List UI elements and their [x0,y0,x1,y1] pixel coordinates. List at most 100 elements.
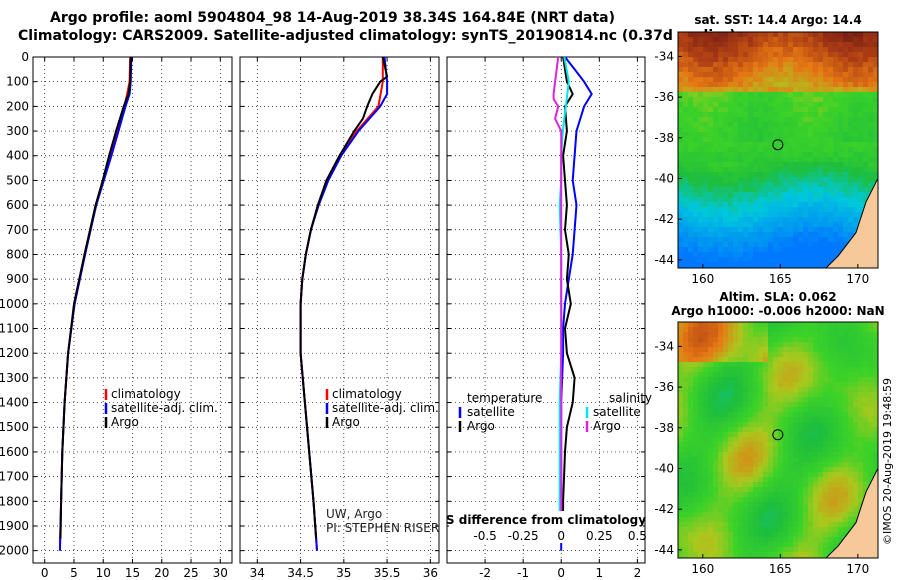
y-tick-label: 1100 [0,322,29,336]
map-y-tick-label: -40 [654,171,674,185]
map-y-tick-label: -40 [654,461,674,475]
land-coast [825,178,878,268]
x-tick-label: -2 [479,566,491,580]
imos-stamp: ©IMOS 20-Aug-2019 19:48:59 [881,378,894,545]
y-tick-label: 700 [6,223,29,237]
map-frame [677,31,879,269]
x-tick-label: 36 [423,566,438,580]
series-argo [299,56,389,539]
y-tick-label: 1000 [0,297,29,311]
y-tick-label: 800 [6,247,29,261]
sla-map-subtitle: Argo h1000: -0.006 h2000: NaN [671,304,884,318]
map-x-tick-label: 160 [691,562,714,576]
map-x-tick-label: 170 [846,272,869,286]
panel-salinity: 3434.53535.536salinityclimatologysatelli… [239,56,440,580]
y-tick-label: 1600 [0,445,29,459]
y-tick-label: 1700 [0,470,29,484]
s-tick-label: 0.25 [586,529,613,543]
legend-label: Argo [593,419,621,433]
map-x-tick-label: 165 [769,272,792,286]
x-tick-label: 34.5 [287,566,314,580]
sla-map-title: Altim. SLA: 0.062 [719,290,836,304]
map-y-tick-label: -38 [654,421,674,435]
panel-annotation: UW, Argo [326,507,382,521]
y-tick-label: 1300 [0,371,29,385]
map-y-tick-label: -36 [654,380,674,394]
x-tick-label: 5 [70,566,78,580]
map-x-tick-label: 160 [691,272,714,286]
map-field [678,322,878,558]
x-tick-label: -1 [517,566,529,580]
map-y-tick-label: -44 [654,253,674,267]
panel-annotation: PI: STEPHEN RISER [326,521,439,535]
map-y-tick-label: -44 [654,543,674,557]
legend-label: satellite [593,405,641,419]
x-tick-label: 2 [634,566,642,580]
y-tick-label: 500 [6,173,29,187]
legend-label: satellite-adj. clim. [332,401,439,415]
map-frame [677,321,879,559]
y-tick-label: 1200 [0,346,29,360]
y-tick-label: 1800 [0,494,29,508]
legend-label: Argo [111,415,139,429]
land-coast [825,468,878,558]
map-sla_map: 160 165 170 -34 -36 -38 -40 -42 -44 Altim. SLA: 0… [654,290,884,576]
y-tick-label: 200 [6,99,29,113]
y-tick-label: 1900 [0,519,29,533]
map-x-tick-label: 165 [769,562,792,576]
series-s-argo [552,56,563,539]
map-x-tick-label: 170 [846,562,869,576]
map-y-tick-label: -38 [654,131,674,145]
legend-label: climatology [332,387,402,401]
y-tick-label: 600 [6,198,29,212]
x-tick-label: 30 [213,566,228,580]
legend-label: Argo [332,415,360,429]
legend-label: climatology [111,387,181,401]
x-tick-label: 1 [595,566,603,580]
y-tick-label: 0 [21,50,29,64]
map-panels: 160 165 170 -34 -36 -38 -40 -42 -44 sat. SST: 14.… [654,13,884,576]
x-tick-label: 35 [336,566,351,580]
s-tick-label: 0.5 [628,529,647,543]
argo-float-marker [772,429,784,441]
y-tick-label: 100 [6,75,29,89]
s-axis-label: S difference from climatology [446,513,646,527]
sst-map-title: sat. SST: 14.4 Argo: 14.4 [694,13,861,27]
figure-title-line2: Climatology: CARS2009. Satellite-adjuste… [18,28,736,44]
y-tick-label: 1500 [0,420,29,434]
map-y-tick-label: -36 [654,90,674,104]
panel-frame [446,56,646,564]
map-y-tick-label: -34 [654,339,674,353]
x-tick-label: 10 [96,566,111,580]
series-argo [59,56,132,539]
map-field [678,32,878,268]
s-tick-label: -0.25 [508,529,539,543]
legend-label: satellite-adj. clim. [111,401,218,415]
map-sst_map: 160 165 170 -34 -36 -38 -40 -42 -44 sat. SST: 14.… [654,13,879,286]
legend-title-salinity: salinity [609,391,652,405]
y-tick-label: 2000 [0,544,29,558]
map-y-tick-label: -34 [654,49,674,63]
x-tick-label: 35.5 [374,566,401,580]
argo-float-marker [772,139,784,151]
legend-title-temperature: temperature [467,391,542,405]
panel-difference: -2-1012T difference from climatology-0.5… [446,56,652,580]
profile-panels: 0100200300400500600700800900100011001200… [0,50,652,580]
map-y-tick-label: -42 [654,502,674,516]
s-tick-label: 0 [557,529,565,543]
legend-label: Argo [467,419,495,433]
legend-label: satellite [467,405,515,419]
panel-temperature: 0100200300400500600700800900100011001200… [0,50,233,580]
x-tick-label: 34 [250,566,265,580]
panel-frame [239,56,440,564]
map-y-tick-label: -42 [654,212,674,226]
x-tick-label: 25 [183,566,198,580]
y-tick-label: 1400 [0,396,29,410]
x-tick-label: 0 [41,566,49,580]
y-tick-label: 300 [6,124,29,138]
y-tick-label: 900 [6,272,29,286]
x-tick-label: 0 [557,566,565,580]
y-tick-label: 400 [6,149,29,163]
s-axis-bg [449,511,643,543]
